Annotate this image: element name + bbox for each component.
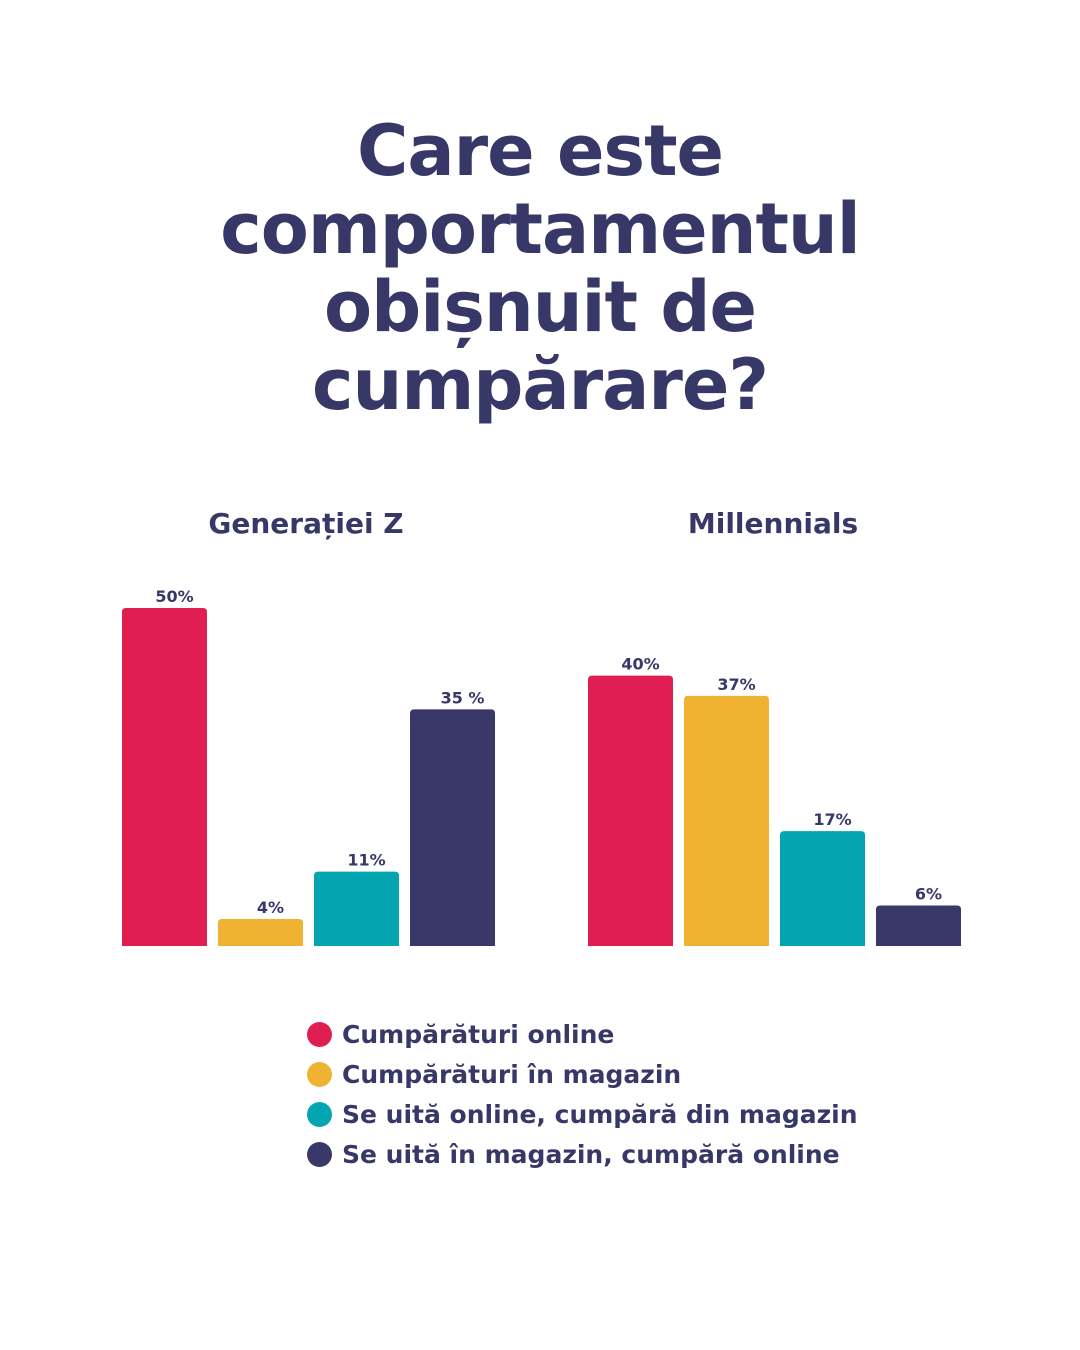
bar-millennials-2: [684, 695, 769, 946]
bar-millennials-3: [780, 831, 865, 946]
legend-swatch-in-store: [307, 1061, 332, 1087]
group-title-millennials: Millennials: [688, 507, 858, 540]
legend-label-in-store: Cumpărături în magazin: [342, 1059, 682, 1089]
legend-swatch-online: [307, 1021, 332, 1047]
legend-item-online: Cumpărături online: [307, 1014, 858, 1054]
legend-item-browse-online-buy-store: Se uită online, cumpără din magazin: [307, 1094, 858, 1134]
bar-millennials-1: [588, 675, 673, 946]
data-label-gen-z-4: 35 %: [441, 688, 485, 707]
title-line-3: obișnuit de: [324, 266, 757, 348]
data-label-millennials-3: 17%: [813, 810, 851, 829]
group-title-gen-z: Generației Z: [208, 507, 403, 540]
legend-item-in-store: Cumpărături în magazin: [307, 1054, 858, 1094]
data-label-millennials-4: 6%: [915, 884, 942, 903]
legend-swatch-browse-online-buy-store: [307, 1101, 332, 1127]
bar-millennials-4: [876, 905, 961, 946]
bar-gen-z-3: [314, 871, 399, 946]
data-label-gen-z-3: 11%: [347, 851, 385, 870]
title-line-4: cumpărare?: [312, 344, 769, 426]
legend-label-online: Cumpărături online: [342, 1019, 615, 1049]
bar-chart: Generației Z 50% 4% 11% 35 % Millennials 40% 37…: [122, 507, 961, 946]
legend-swatch-browse-store-buy-online: [307, 1141, 332, 1167]
data-label-millennials-1: 40%: [621, 655, 659, 674]
data-label-gen-z-2: 4%: [257, 898, 284, 917]
bar-gen-z-1: [122, 608, 207, 946]
chart-title: Care este comportamentul obișnuit de cum…: [0, 112, 1080, 424]
legend-label-browse-store-buy-online: Se uită în magazin, cumpără online: [342, 1139, 840, 1169]
data-label-millennials-2: 37%: [717, 675, 755, 694]
legend-label-browse-online-buy-store: Se uită online, cumpără din magazin: [342, 1099, 858, 1129]
legend: Cumpărături online Cumpărături în magazi…: [307, 1014, 858, 1174]
data-label-gen-z-1: 50%: [155, 587, 193, 606]
bar-gen-z-2: [218, 918, 303, 946]
title-line-1: Care este: [356, 110, 724, 192]
title-line-2: comportamentul: [220, 188, 860, 270]
legend-item-browse-store-buy-online: Se uită în magazin, cumpără online: [307, 1134, 858, 1174]
bar-gen-z-4: [410, 709, 495, 946]
